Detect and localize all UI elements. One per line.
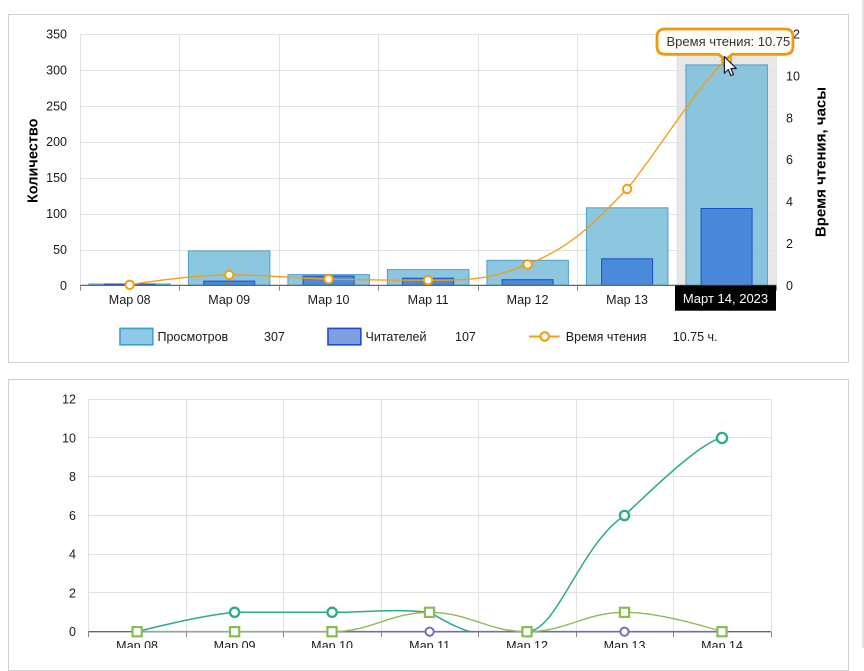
svg-text:Мар 10: Мар 10 <box>308 293 350 307</box>
svg-text:307: 307 <box>264 330 285 344</box>
svg-text:150: 150 <box>46 171 67 185</box>
svg-text:0: 0 <box>786 279 793 293</box>
svg-text:Мар 11: Мар 11 <box>409 639 450 648</box>
svg-text:250: 250 <box>46 99 67 113</box>
svg-text:6: 6 <box>69 509 76 523</box>
svg-text:6: 6 <box>786 153 793 167</box>
svg-text:Мар 13: Мар 13 <box>606 293 648 307</box>
svg-text:8: 8 <box>786 111 793 125</box>
svg-text:Время чтения: 10.75: Время чтения: 10.75 <box>667 34 791 49</box>
svg-text:2: 2 <box>69 587 76 601</box>
svg-text:10.75 ч.: 10.75 ч. <box>673 330 718 344</box>
svg-text:Мар 10: Мар 10 <box>311 639 353 648</box>
svg-text:300: 300 <box>46 63 67 77</box>
svg-text:100: 100 <box>46 207 67 221</box>
svg-text:Мар 08: Мар 08 <box>109 293 151 307</box>
svg-text:Март 14, 2023: Март 14, 2023 <box>683 291 768 306</box>
svg-text:0: 0 <box>69 625 76 639</box>
svg-text:Читателей: Читателей <box>366 330 427 344</box>
svg-text:0: 0 <box>60 279 67 293</box>
svg-text:Мар 12: Мар 12 <box>507 293 549 307</box>
svg-text:200: 200 <box>46 135 67 149</box>
svg-text:10: 10 <box>62 432 76 446</box>
svg-text:Время чтения: Время чтения <box>566 330 647 344</box>
svg-text:50: 50 <box>53 243 67 257</box>
svg-text:350: 350 <box>46 28 67 42</box>
svg-text:12: 12 <box>62 393 76 407</box>
svg-text:Просмотров: Просмотров <box>158 330 229 344</box>
svg-text:107: 107 <box>455 330 476 344</box>
svg-text:4: 4 <box>786 195 793 209</box>
svg-text:8: 8 <box>69 470 76 484</box>
svg-text:Время чтения, часы: Время чтения, часы <box>813 87 830 237</box>
svg-text:Мар 11: Мар 11 <box>408 293 449 307</box>
svg-text:Количество: Количество <box>26 118 42 203</box>
svg-text:4: 4 <box>69 548 76 562</box>
svg-text:Мар 08: Мар 08 <box>116 639 158 648</box>
svg-text:Мар 14: Мар 14 <box>701 639 743 648</box>
svg-text:10: 10 <box>786 69 800 83</box>
svg-text:Мар 09: Мар 09 <box>208 293 250 307</box>
svg-text:Мар 12: Мар 12 <box>506 639 548 648</box>
svg-text:Мар 13: Мар 13 <box>604 639 646 648</box>
svg-text:Мар 09: Мар 09 <box>214 639 256 648</box>
svg-text:2: 2 <box>786 237 793 251</box>
